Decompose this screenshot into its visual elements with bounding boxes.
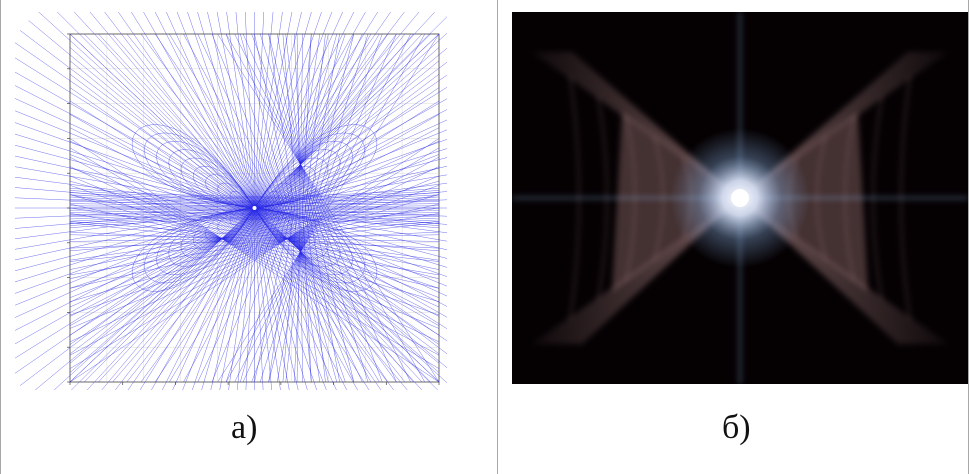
center-point bbox=[252, 206, 257, 210]
nebula-image bbox=[512, 12, 968, 384]
panel-a: а) bbox=[0, 0, 447, 474]
caption-b: б) bbox=[722, 409, 751, 446]
plot-ticks bbox=[67, 33, 440, 385]
field-lines bbox=[15, 12, 447, 390]
field-line-plot bbox=[15, 12, 447, 390]
central-star bbox=[731, 189, 749, 207]
panel-b: б) bbox=[497, 0, 969, 474]
caption-a: а) bbox=[231, 409, 258, 446]
